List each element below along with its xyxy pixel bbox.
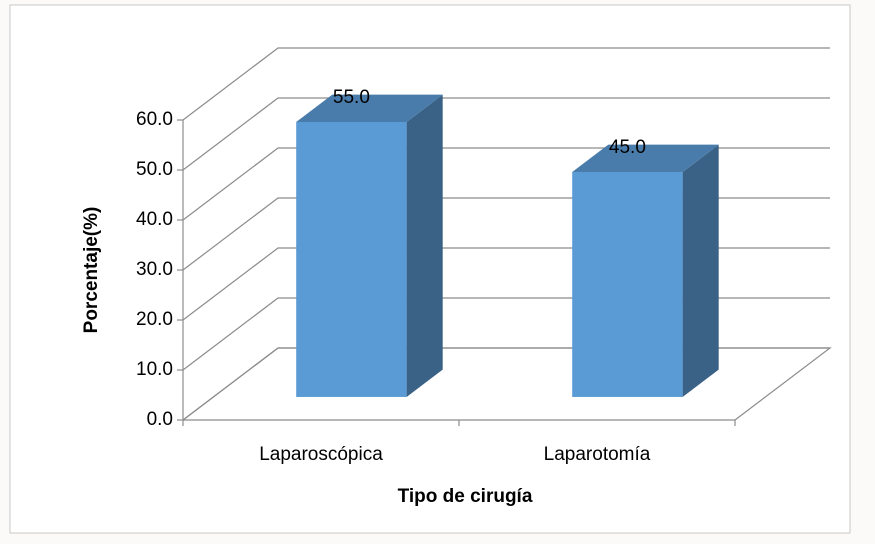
y-axis-title: Porcentaje(%) — [81, 207, 102, 334]
y-tick-label: 60.0 — [136, 109, 173, 130]
y-tick-label: 10.0 — [136, 359, 173, 380]
bar-top — [572, 144, 719, 172]
bar — [296, 121, 407, 397]
x-axis-title: Tipo de cirugía — [398, 486, 533, 507]
x-tick-label: Laparoscópica — [259, 444, 383, 465]
y-tick-label: 50.0 — [136, 159, 173, 180]
x-tick-label: Laparotomía — [544, 444, 651, 465]
bar — [572, 171, 683, 397]
y-tick-label: 0.0 — [147, 409, 173, 430]
value-label: 55.0 — [333, 87, 370, 108]
bar-top — [296, 94, 443, 122]
y-tick-label: 40.0 — [136, 209, 173, 230]
bar-side — [406, 94, 443, 397]
grid-line — [182, 47, 830, 121]
y-tick-label: 30.0 — [136, 259, 173, 280]
y-tick-label: 20.0 — [136, 309, 173, 330]
value-label: 45.0 — [609, 137, 646, 158]
grid-line — [182, 97, 830, 171]
bar-side — [682, 144, 719, 397]
